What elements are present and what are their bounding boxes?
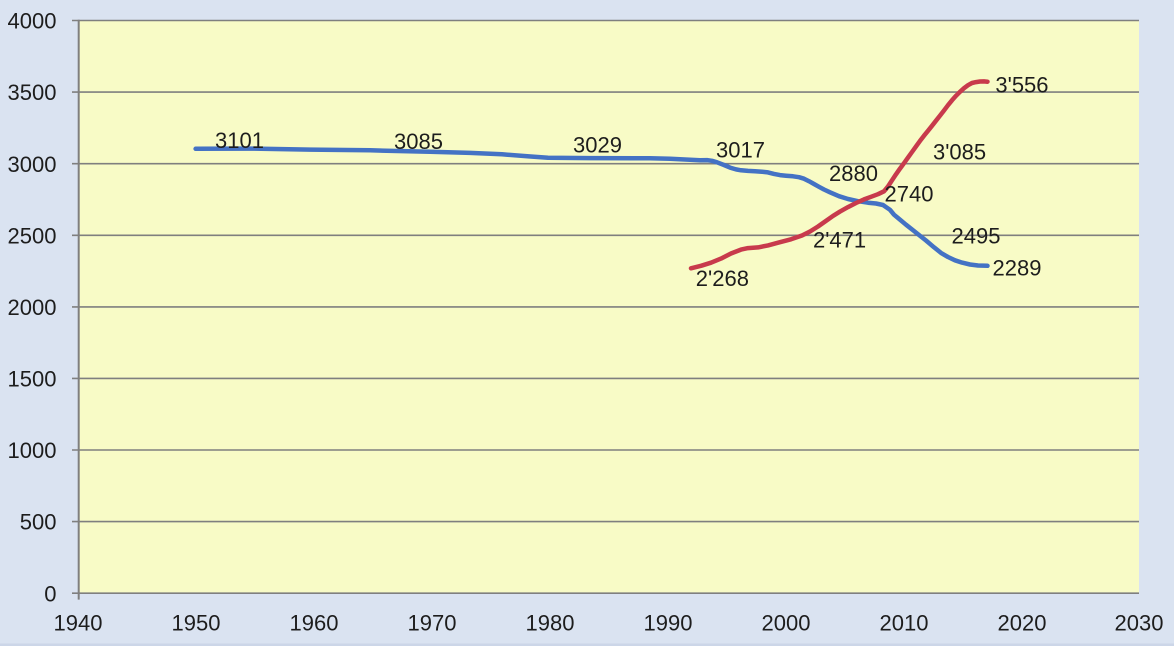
- svg-text:3017: 3017: [716, 138, 765, 163]
- svg-text:1980: 1980: [526, 611, 575, 636]
- svg-text:3'556: 3'556: [995, 72, 1048, 97]
- svg-text:4000: 4000: [8, 9, 57, 34]
- svg-text:3000: 3000: [8, 152, 57, 177]
- svg-text:3101: 3101: [215, 128, 264, 153]
- svg-text:2500: 2500: [8, 223, 57, 248]
- svg-text:2010: 2010: [880, 611, 929, 636]
- svg-text:2000: 2000: [762, 611, 811, 636]
- svg-text:0: 0: [44, 581, 56, 606]
- svg-text:1940: 1940: [54, 611, 103, 636]
- svg-text:2030: 2030: [1115, 611, 1164, 636]
- svg-text:1960: 1960: [290, 611, 339, 636]
- svg-text:1970: 1970: [408, 611, 457, 636]
- svg-text:3029: 3029: [573, 133, 622, 158]
- svg-text:2'471: 2'471: [813, 228, 866, 253]
- svg-text:2000: 2000: [8, 295, 57, 320]
- svg-text:500: 500: [20, 510, 57, 535]
- svg-text:1000: 1000: [8, 438, 57, 463]
- svg-text:2'268: 2'268: [696, 266, 749, 291]
- svg-text:2020: 2020: [998, 611, 1047, 636]
- svg-text:2289: 2289: [993, 256, 1042, 281]
- svg-text:1990: 1990: [644, 611, 693, 636]
- svg-text:3085: 3085: [394, 129, 443, 154]
- svg-text:1950: 1950: [172, 611, 221, 636]
- svg-text:2880: 2880: [829, 161, 878, 186]
- svg-text:2740: 2740: [885, 182, 934, 207]
- svg-text:3500: 3500: [8, 80, 57, 105]
- svg-text:2495: 2495: [952, 224, 1001, 249]
- svg-text:3'085: 3'085: [933, 140, 986, 165]
- svg-text:1500: 1500: [8, 367, 57, 392]
